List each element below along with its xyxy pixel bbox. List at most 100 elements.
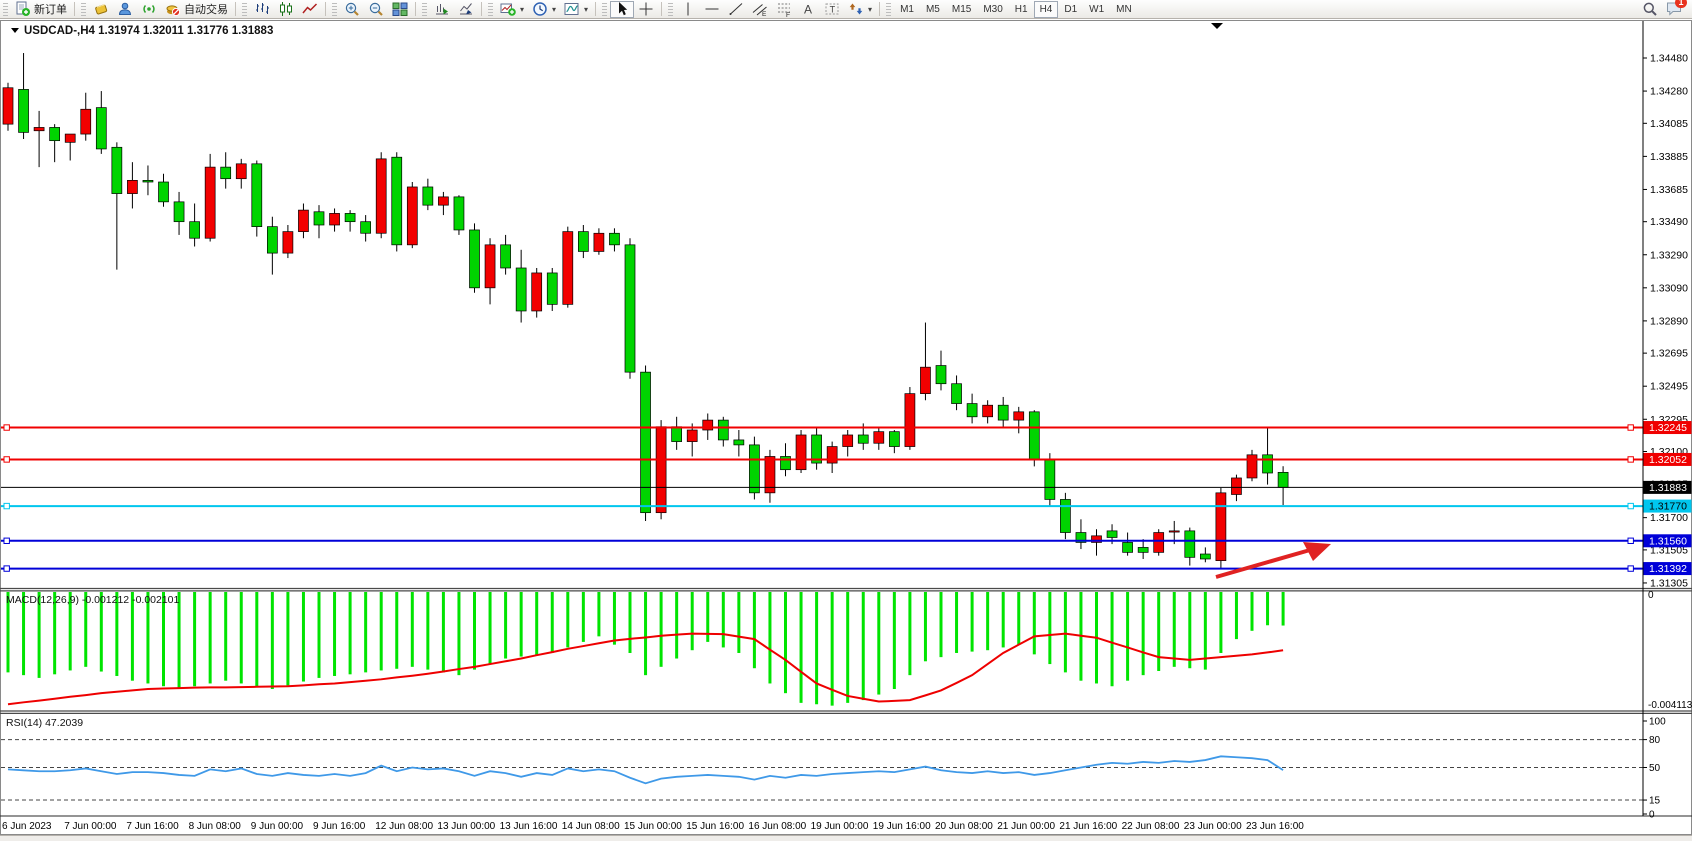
toolbar-grip — [242, 2, 247, 16]
rsi-tick-label: 15 — [1649, 796, 1661, 807]
main-chart-area[interactable] — [1, 22, 1643, 588]
candle-body — [671, 426, 683, 442]
macd-bar — [1203, 592, 1207, 670]
chart-shift-marker[interactable] — [1211, 23, 1223, 29]
rsi-pane[interactable] — [1, 714, 1643, 816]
line-handle[interactable] — [1627, 537, 1634, 544]
tf-h4-button[interactable]: H4 — [1033, 0, 1059, 18]
autotrade-button[interactable]: 自动交易 — [161, 1, 232, 18]
time-tick-label: 15 Jun 00:00 — [624, 821, 682, 832]
price-tick-label: 1.33490 — [1650, 216, 1688, 228]
candle-body — [609, 232, 620, 246]
line-chart-button[interactable] — [298, 1, 322, 18]
styles-button[interactable] — [89, 1, 113, 18]
chat-button[interactable]: 1 — [1662, 0, 1687, 18]
trend-arrow-line[interactable] — [1215, 548, 1311, 579]
chart-expand-icon[interactable] — [11, 28, 19, 33]
text-button[interactable]: A — [796, 1, 820, 18]
line-handle[interactable] — [1627, 502, 1634, 510]
tf-m15-button[interactable]: M15 — [946, 1, 977, 18]
macd-bar — [115, 592, 119, 676]
line-handle[interactable] — [3, 424, 10, 431]
candle-body — [453, 196, 465, 231]
new-order-button[interactable]: 新订单 — [11, 1, 71, 18]
chevron-down-icon[interactable]: ▾ — [520, 4, 525, 14]
trendline-button[interactable] — [724, 1, 748, 18]
vertical-line-button[interactable] — [676, 1, 700, 18]
line-handle[interactable] — [1627, 424, 1634, 431]
label-button[interactable]: T — [820, 1, 844, 18]
crosshair-button[interactable] — [634, 1, 658, 18]
chart-shift-button[interactable] — [454, 1, 478, 18]
macd-bar — [644, 592, 648, 676]
search-button[interactable] — [1638, 1, 1662, 18]
tf-h4-button-label: H4 — [1039, 3, 1053, 15]
indicators-button[interactable]: ▾ — [560, 1, 592, 18]
tf-m30-button[interactable]: M30 — [977, 1, 1008, 18]
community-button[interactable] — [113, 1, 137, 18]
time-tick-label: 9 Jun 00:00 — [251, 821, 304, 832]
new-chart-button[interactable]: ▾ — [496, 1, 528, 18]
macd-bar — [1141, 592, 1145, 676]
macd-bar — [1234, 592, 1238, 640]
chevron-down-icon[interactable]: ▾ — [552, 4, 557, 14]
time-tick-label: 20 Jun 08:00 — [935, 821, 993, 832]
arrows-button[interactable]: ▾ — [844, 1, 876, 18]
zoom-in-button[interactable] — [340, 1, 364, 18]
auto-scroll-button[interactable] — [430, 1, 454, 18]
fibonacci-button[interactable]: F — [772, 1, 796, 18]
tf-m1-button[interactable]: M1 — [894, 1, 920, 18]
main-toolbar: 新订单 自动交易 ▾ ▾ ▾ E F A T ▾ M1 M5 M15 M30 H1 H4 D1 W1 MN 1 — [0, 0, 1692, 19]
tf-w1-button[interactable]: W1 — [1083, 1, 1110, 18]
toolbar-grip — [886, 2, 892, 16]
time-tick-label: 12 Jun 08:00 — [375, 821, 433, 832]
line-handle[interactable] — [3, 502, 10, 510]
signals-button[interactable] — [137, 1, 161, 18]
candle-body — [1199, 553, 1211, 560]
chevron-down-icon[interactable]: ▾ — [868, 4, 873, 14]
tf-h1-button[interactable]: H1 — [1009, 1, 1034, 18]
macd-bar — [317, 592, 321, 678]
period-button[interactable]: ▾ — [528, 1, 560, 18]
macd-bar — [1063, 592, 1067, 673]
candle-body — [1262, 454, 1273, 474]
candle-body — [966, 403, 978, 418]
candle-body — [220, 166, 232, 180]
candle-body — [593, 232, 605, 252]
toolbar-grip — [3, 2, 8, 16]
tf-m5-button[interactable]: M5 — [920, 1, 946, 18]
line-handle[interactable] — [1627, 456, 1634, 463]
line-handle[interactable] — [3, 537, 10, 544]
toolbar-separator — [325, 2, 326, 16]
svg-text:A: A — [804, 3, 812, 17]
candle-body — [251, 163, 263, 227]
candle-body — [811, 434, 822, 464]
candle-body — [375, 158, 387, 234]
toolbar-separator — [74, 2, 75, 16]
line-handle[interactable] — [1627, 565, 1634, 572]
line-handle[interactable] — [3, 565, 10, 572]
chevron-down-icon[interactable]: ▾ — [584, 4, 589, 14]
macd-pane[interactable] — [1, 591, 1643, 711]
horizontal-line-button[interactable] — [700, 1, 724, 18]
macd-axis-bottom: -0.004113 — [1648, 700, 1692, 711]
candle-body — [982, 404, 994, 418]
bar-chart-button[interactable] — [250, 1, 274, 18]
tile-windows-button[interactable] — [388, 1, 412, 18]
line-handle[interactable] — [3, 456, 10, 463]
trend-arrow[interactable] — [1215, 542, 1331, 579]
candle-body — [764, 456, 776, 494]
tf-d1-button[interactable]: D1 — [1058, 1, 1083, 18]
cursor-button[interactable] — [610, 0, 635, 18]
macd-bar — [690, 592, 694, 651]
macd-bar — [923, 592, 927, 662]
candle-chart-button[interactable] — [274, 1, 298, 18]
channel-button[interactable]: E — [748, 1, 772, 18]
candle-body — [2, 87, 14, 125]
toolbar-separator — [879, 2, 881, 16]
trend-arrow-head[interactable] — [1303, 542, 1331, 561]
tf-mn-button[interactable]: MN — [1110, 1, 1138, 18]
zoom-out-button[interactable] — [364, 1, 388, 18]
tile-windows-icon — [392, 2, 408, 16]
candle-body — [640, 371, 651, 514]
